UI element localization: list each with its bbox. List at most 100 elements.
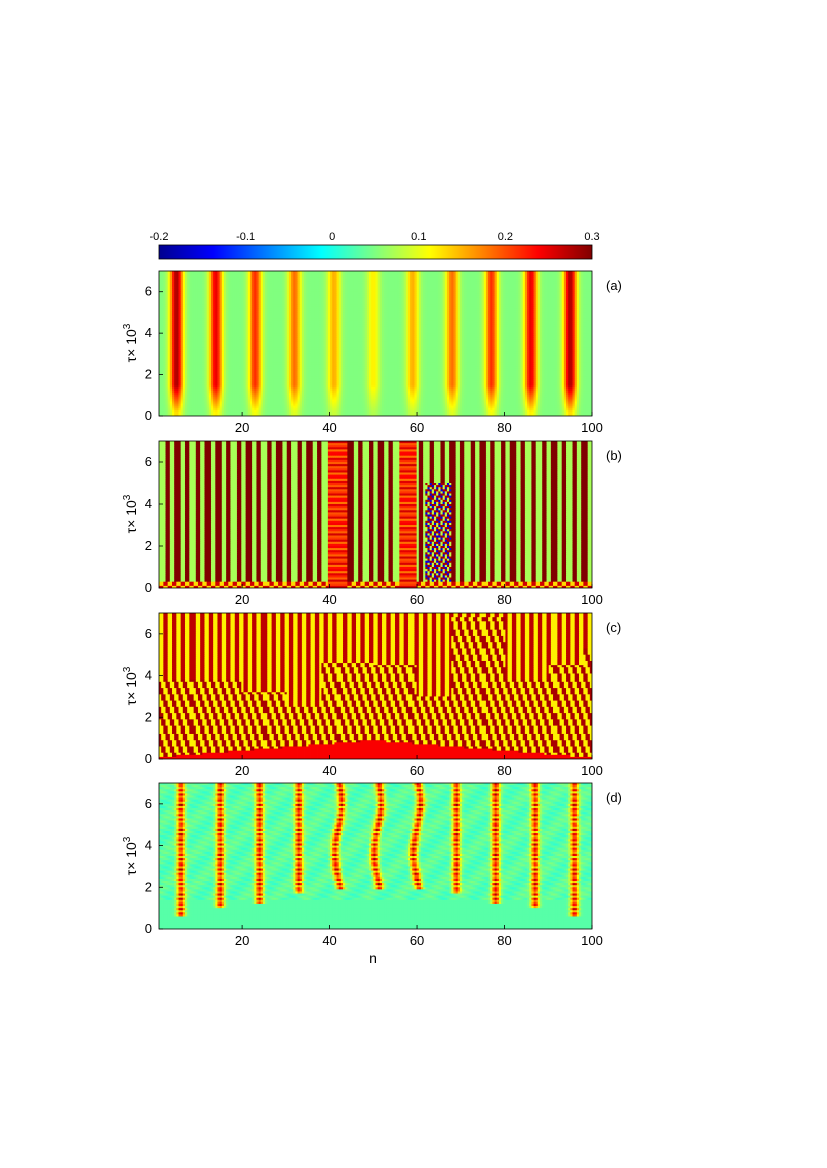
heatmap-cell: [481, 277, 485, 280]
heatmap-cell: [420, 275, 424, 278]
heatmap-cell: [488, 310, 491, 313]
colorbar-tick-label: 0.1: [411, 231, 426, 243]
heatmap-cell: [527, 304, 530, 307]
heatmap-cell: [347, 287, 350, 291]
heatmap-cell: [399, 316, 402, 320]
heatmap-cell: [394, 295, 398, 299]
heatmap-cell: [429, 281, 433, 284]
heatmap-cell: [252, 289, 255, 293]
heatmap-cell: [477, 291, 480, 295]
heatmap-cell: [522, 312, 526, 315]
heatmap-cell: [288, 283, 292, 286]
heatmap-cell: [403, 314, 407, 317]
heatmap-cell: [553, 306, 556, 309]
heatmap-cell: [273, 287, 277, 291]
heatmap-cell: [174, 293, 177, 297]
heatmap-cell: [407, 279, 411, 282]
heatmap-cell: [358, 271, 361, 274]
heatmap-cell: [485, 302, 489, 305]
heatmap-cell: [258, 283, 262, 286]
heatmap-cell: [176, 310, 179, 313]
heatmap-cell: [213, 291, 216, 295]
heatmap-cell: [358, 295, 361, 299]
heatmap-cell: [544, 287, 547, 291]
heatmap-cell: [420, 308, 424, 311]
heatmap-cell: [330, 304, 333, 307]
heatmap-cell: [516, 318, 519, 322]
heatmap-cell: [226, 271, 229, 274]
heatmap-cell: [187, 312, 190, 315]
heatmap-cell: [269, 285, 272, 288]
heatmap-cell: [516, 279, 519, 282]
heatmap-cell: [481, 318, 485, 322]
heatmap-cell: [299, 283, 303, 286]
heatmap-cell: [414, 289, 418, 293]
heatmap-cell: [390, 281, 394, 284]
heatmap-cell: [347, 297, 350, 301]
heatmap-cell: [174, 316, 177, 320]
heatmap-cell: [490, 320, 493, 324]
heatmap-cell: [520, 302, 524, 305]
heatmap-cell: [252, 304, 255, 307]
heatmap-cell: [570, 291, 573, 295]
heatmap-cell: [304, 312, 307, 315]
heatmap-cell: [358, 281, 361, 284]
heatmap-cell: [204, 287, 208, 291]
heatmap-cell: [301, 300, 305, 303]
heatmap-cell: [191, 302, 195, 305]
heatmap-cell: [178, 316, 182, 320]
heatmap-cell: [524, 275, 528, 278]
colorbar-tick-label: 0: [329, 231, 335, 243]
heatmap-cell: [252, 271, 255, 274]
heatmap-cell: [566, 285, 569, 288]
heatmap-cell: [438, 277, 441, 280]
heatmap-cell: [579, 316, 582, 320]
heatmap-cell: [390, 300, 394, 303]
heatmap-cell: [304, 316, 307, 320]
heatmap-cell: [234, 285, 238, 288]
heatmap-cell: [501, 306, 504, 309]
heatmap-cell: [180, 312, 184, 315]
heatmap-cell: [492, 293, 495, 297]
heatmap-cell: [529, 285, 532, 288]
heatmap-cell: [204, 308, 208, 311]
heatmap-cell: [182, 277, 186, 280]
heatmap-cell: [488, 314, 491, 317]
heatmap-cell: [377, 285, 381, 288]
heatmap-cell: [323, 312, 327, 315]
heatmap-cell: [527, 291, 530, 295]
heatmap-cell: [334, 310, 337, 313]
heatmap-cell: [213, 273, 216, 276]
heatmap-cell: [206, 289, 210, 293]
heatmap-cell: [444, 320, 448, 324]
heatmap-cell: [585, 279, 589, 282]
heatmap-cell: [425, 314, 428, 317]
heatmap-cell: [184, 279, 188, 282]
heatmap-cell: [178, 306, 182, 309]
heatmap-cell: [427, 308, 431, 311]
heatmap-cell: [466, 281, 469, 284]
heatmap-cell: [531, 289, 534, 293]
heatmap-cell: [291, 320, 294, 324]
heatmap-cell: [533, 275, 537, 278]
heatmap-cell: [438, 306, 441, 309]
heatmap-cell: [356, 304, 359, 307]
heatmap-cell: [507, 277, 511, 280]
heatmap-cell: [336, 283, 340, 286]
heatmap-cell: [317, 302, 320, 305]
heatmap-cell: [589, 287, 592, 291]
heatmap-cell: [514, 279, 517, 282]
heatmap-cell: [423, 302, 426, 305]
heatmap-cell: [206, 295, 210, 299]
heatmap-cell: [208, 318, 212, 322]
heatmap-cell: [202, 285, 205, 288]
heatmap-cell: [416, 275, 420, 278]
heatmap-cell: [496, 271, 500, 274]
heatmap-cell: [260, 283, 264, 286]
heatmap-cell: [271, 312, 275, 315]
heatmap-cell: [540, 279, 543, 282]
heatmap-cell: [336, 308, 340, 311]
heatmap-cell: [321, 316, 324, 320]
heatmap-cell: [262, 306, 266, 309]
